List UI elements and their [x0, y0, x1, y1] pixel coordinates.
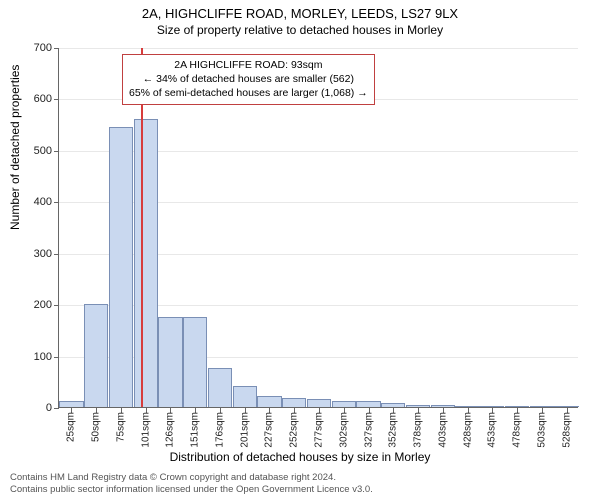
ytick-mark — [54, 48, 59, 49]
xtick-label: 126sqm — [165, 412, 176, 448]
footer-attribution: Contains HM Land Registry data © Crown c… — [10, 472, 373, 496]
ytick-mark — [54, 99, 59, 100]
x-axis-title: Distribution of detached houses by size … — [0, 450, 600, 464]
xtick-label: 151sqm — [190, 412, 201, 448]
ytick-label: 700 — [12, 42, 52, 54]
annotation-line-1: 2A HIGHCLIFFE ROAD: 93sqm — [129, 58, 368, 72]
xtick-label: 503sqm — [536, 412, 547, 448]
xtick-label: 352sqm — [388, 412, 399, 448]
annotation-line-3: 65% of semi-detached houses are larger (… — [129, 86, 368, 100]
xtick-label: 453sqm — [487, 412, 498, 448]
histogram-bar — [282, 398, 306, 407]
histogram-bar — [505, 406, 529, 407]
histogram-bar — [356, 401, 380, 407]
xtick-label: 378sqm — [413, 412, 424, 448]
xtick-label: 201sqm — [239, 412, 250, 448]
histogram-bar — [233, 386, 257, 407]
histogram-bar — [208, 368, 232, 407]
xtick-label: 75sqm — [115, 412, 126, 442]
ytick-label: 300 — [12, 248, 52, 260]
ytick-label: 200 — [12, 299, 52, 311]
xtick-label: 277sqm — [314, 412, 325, 448]
xtick-label: 428sqm — [462, 412, 473, 448]
xtick-label: 25sqm — [66, 412, 77, 442]
ytick-mark — [54, 202, 59, 203]
ytick-mark — [54, 408, 59, 409]
page-title: 2A, HIGHCLIFFE ROAD, MORLEY, LEEDS, LS27… — [0, 0, 600, 21]
gridline — [59, 48, 578, 49]
ytick-label: 0 — [12, 402, 52, 414]
xtick-label: 176sqm — [214, 412, 225, 448]
histogram-bar — [480, 406, 504, 407]
ytick-label: 600 — [12, 93, 52, 105]
ytick-label: 400 — [12, 196, 52, 208]
ytick-mark — [54, 151, 59, 152]
histogram-bar — [455, 406, 479, 407]
histogram-bar — [381, 403, 405, 407]
xtick-label: 478sqm — [512, 412, 523, 448]
ytick-label: 500 — [12, 145, 52, 157]
xtick-label: 302sqm — [338, 412, 349, 448]
footer-line-1: Contains HM Land Registry data © Crown c… — [10, 472, 373, 484]
histogram-bar — [307, 399, 331, 407]
page-subtitle: Size of property relative to detached ho… — [0, 21, 600, 37]
histogram-bar — [431, 405, 455, 407]
histogram-bar — [257, 396, 281, 407]
xtick-label: 528sqm — [561, 412, 572, 448]
xtick-label: 403sqm — [437, 412, 448, 448]
histogram-bar — [530, 406, 554, 407]
histogram-bar — [183, 317, 207, 407]
histogram-bar — [134, 119, 158, 407]
xtick-label: 50sqm — [91, 412, 102, 442]
xtick-label: 327sqm — [363, 412, 374, 448]
histogram-bar — [84, 304, 108, 407]
histogram-bar — [109, 127, 133, 407]
annotation-box: 2A HIGHCLIFFE ROAD: 93sqm ← 34% of detac… — [122, 54, 375, 105]
histogram-bar — [59, 401, 83, 407]
chart-area: 010020030040050060070025sqm50sqm75sqm101… — [58, 48, 578, 408]
ytick-mark — [54, 305, 59, 306]
histogram-bar — [332, 401, 356, 407]
histogram-bar — [406, 405, 430, 407]
xtick-label: 101sqm — [140, 412, 151, 448]
annotation-line-2: ← 34% of detached houses are smaller (56… — [129, 72, 368, 86]
ytick-label: 100 — [12, 351, 52, 363]
ytick-mark — [54, 357, 59, 358]
ytick-mark — [54, 254, 59, 255]
histogram-bar — [554, 406, 578, 407]
histogram-bar — [158, 317, 182, 407]
xtick-label: 252sqm — [289, 412, 300, 448]
xtick-label: 227sqm — [264, 412, 275, 448]
footer-line-2: Contains public sector information licen… — [10, 484, 373, 496]
